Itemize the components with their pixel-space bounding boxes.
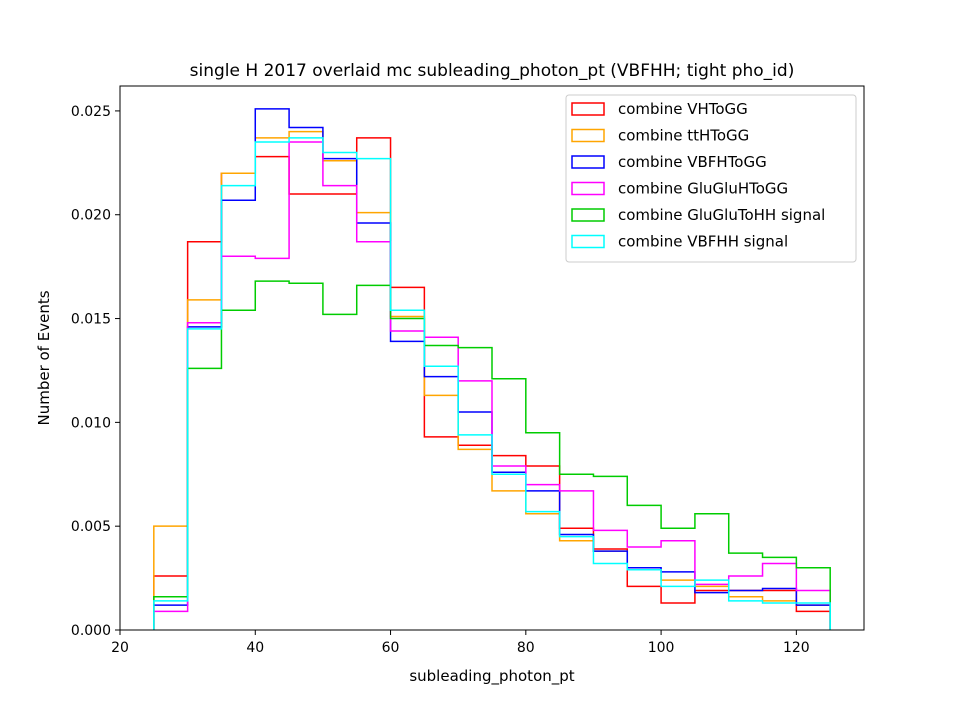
x-tick-label: 80 [517, 640, 535, 656]
legend-label-0: combine VHToGG [618, 100, 748, 118]
y-axis: 0.000 0.005 0.010 0.015 0.020 0.025 [71, 104, 120, 639]
chart-title: single H 2017 overlaid mc subleading_pho… [190, 61, 795, 81]
series-line-4 [153, 280, 831, 630]
legend: combine VHToGG combine ttHToGG combine VBF… [565, 94, 857, 263]
x-tick-label: 40 [246, 640, 264, 656]
x-tick-label: 60 [382, 640, 400, 656]
legend-swatch-2 [571, 155, 605, 169]
y-tick-label: 0.015 [71, 312, 111, 328]
legend-swatch-3 [571, 181, 605, 196]
series-layer [153, 108, 831, 630]
x-axis-label: subleading_photon_pt [409, 667, 574, 686]
legend-box [565, 94, 857, 263]
legend-label-2: combine VBFHToGG [618, 153, 767, 171]
x-tick-label: 100 [648, 640, 675, 656]
legend-label-3: combine GluGluHToGG [618, 180, 788, 198]
x-tick-label: 120 [783, 640, 810, 656]
y-tick-label: 0.000 [71, 623, 111, 639]
plot-frame [119, 85, 865, 631]
legend-label-5: combine VBFHH signal [618, 233, 788, 251]
legend-swatch-1 [571, 128, 605, 143]
legend-label-4: combine GluGluToHH signal [618, 206, 825, 224]
x-axis: 20 40 60 80 100 120 [111, 630, 810, 656]
y-tick-label: 0.025 [71, 104, 111, 120]
y-tick-label: 0.010 [71, 415, 111, 431]
legend-swatch-5 [571, 234, 605, 249]
x-tick-label: 20 [111, 640, 129, 656]
legend-swatch-0 [571, 102, 605, 116]
y-tick-label: 0.020 [71, 208, 111, 224]
y-tick-label: 0.005 [71, 519, 111, 535]
legend-label-1: combine ttHToGG [618, 127, 749, 145]
legend-swatch-4 [571, 208, 605, 222]
y-axis-label: Number of Events [35, 290, 53, 425]
series-line-5 [153, 137, 831, 630]
